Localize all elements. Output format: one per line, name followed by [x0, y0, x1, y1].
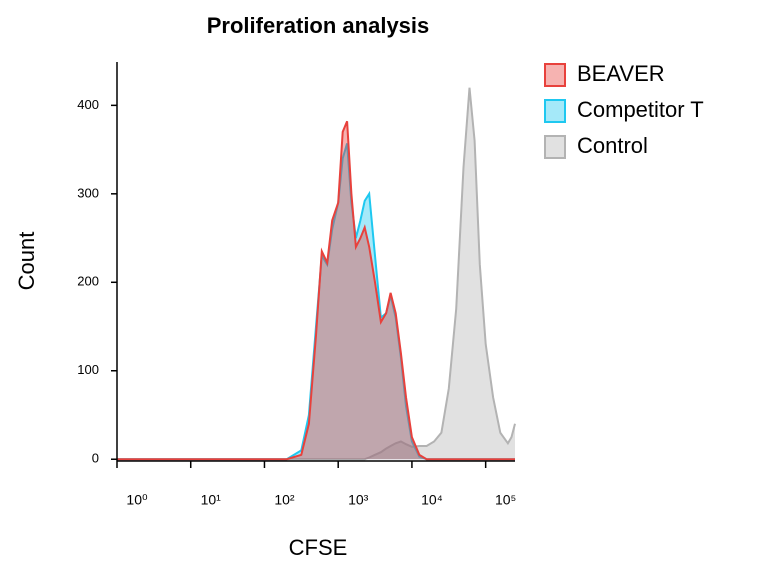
x-tick-label: 10¹: [201, 492, 222, 508]
x-tick-label: 10³: [348, 492, 369, 508]
x-tick-label: 10⁵: [495, 492, 516, 508]
legend-swatch: [544, 135, 566, 159]
x-tick-label: 10⁰: [126, 492, 148, 508]
y-axis-label: Count: [14, 232, 39, 291]
y-tick-label: 200: [77, 274, 99, 289]
y-tick-label: 400: [77, 97, 99, 112]
legend-swatch: [544, 63, 566, 87]
y-tick-label: 100: [77, 362, 99, 377]
area-fill: [117, 121, 515, 460]
legend-label: Control: [577, 133, 648, 158]
x-tick-label: 10²: [274, 492, 295, 508]
x-tick-label: 10⁴: [421, 492, 443, 508]
histogram-line: [117, 87, 516, 461]
y-tick-label: 0: [92, 451, 99, 466]
y-tick-label: 300: [77, 185, 99, 200]
area-fill: [117, 87, 515, 460]
legend-swatch: [544, 99, 566, 123]
histogram-line: [117, 120, 515, 461]
legend-label: BEAVER: [577, 61, 665, 86]
x-axis-label: CFSE: [289, 535, 348, 560]
area-fill: [117, 143, 515, 460]
chart-title: Proliferation analysis: [207, 13, 430, 38]
legend-label: Competitor T: [577, 97, 704, 122]
